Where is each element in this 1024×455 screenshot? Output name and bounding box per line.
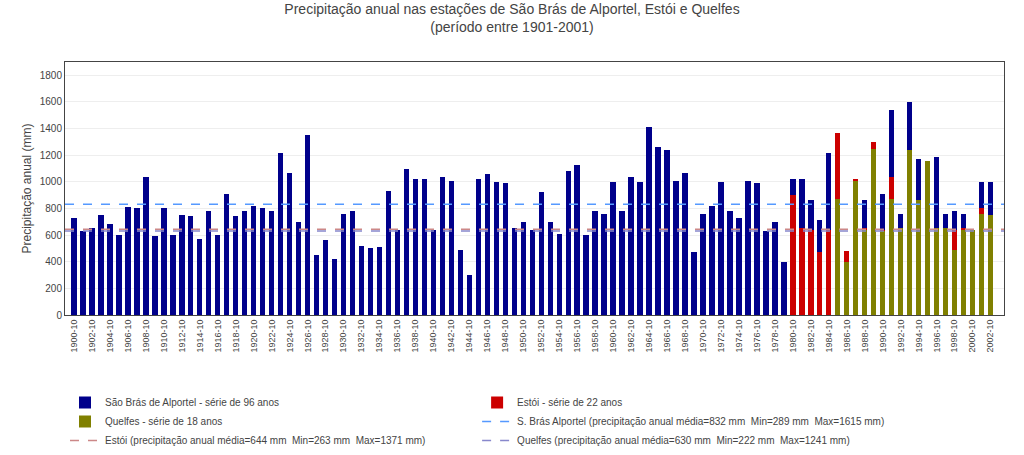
svg-text:1948-10: 1948-10 [500,320,510,353]
svg-text:1954-10: 1954-10 [554,320,564,353]
svg-text:1990-10: 1990-10 [878,320,888,353]
svg-text:1930-10: 1930-10 [338,320,348,353]
svg-text:1800: 1800 [40,70,63,81]
svg-text:S. Brás Alportel (precipitação: S. Brás Alportel (precipitação anual méd… [517,416,884,427]
svg-text:1928-10: 1928-10 [321,320,331,353]
svg-text:1912-10: 1912-10 [177,320,187,353]
svg-text:1978-10: 1978-10 [770,320,780,353]
svg-text:1906-10: 1906-10 [123,320,133,353]
svg-text:1932-10: 1932-10 [356,320,366,353]
svg-text:1996-10: 1996-10 [932,320,942,353]
svg-text:1902-10: 1902-10 [87,320,97,353]
svg-text:1980-10: 1980-10 [788,320,798,353]
svg-text:0: 0 [56,310,62,321]
svg-text:Quelfes - série de 18 anos: Quelfes - série de 18 anos [105,416,222,427]
svg-text:1994-10: 1994-10 [914,320,924,353]
svg-text:São Brás de Alportel - série d: São Brás de Alportel - série de 96 anos [105,397,279,408]
svg-text:2000-10: 2000-10 [967,320,977,353]
svg-text:1600: 1600 [40,96,63,107]
svg-text:1968-10: 1968-10 [680,320,690,353]
svg-text:1964-10: 1964-10 [644,320,654,353]
svg-text:1958-10: 1958-10 [590,320,600,353]
svg-text:1988-10: 1988-10 [860,320,870,353]
svg-text:1916-10: 1916-10 [213,320,223,353]
svg-text:1960-10: 1960-10 [608,320,618,353]
svg-text:1922-10: 1922-10 [267,320,277,353]
svg-text:800: 800 [45,203,62,214]
svg-text:1926-10: 1926-10 [303,320,313,353]
svg-text:1952-10: 1952-10 [536,320,546,353]
svg-text:1982-10: 1982-10 [806,320,816,353]
svg-text:1908-10: 1908-10 [141,320,151,353]
svg-text:1972-10: 1972-10 [716,320,726,353]
svg-text:1942-10: 1942-10 [446,320,456,353]
svg-text:1400: 1400 [40,123,63,134]
svg-text:1938-10: 1938-10 [410,320,420,353]
svg-text:1946-10: 1946-10 [482,320,492,353]
svg-text:Estói (precipitação anual médi: Estói (precipitação anual média=644 mm M… [105,435,425,446]
svg-text:1000: 1000 [40,176,63,187]
svg-text:1200: 1200 [40,150,63,161]
svg-text:1924-10: 1924-10 [285,320,295,353]
svg-text:1936-10: 1936-10 [392,320,402,353]
svg-text:1934-10: 1934-10 [374,320,384,353]
svg-text:1974-10: 1974-10 [734,320,744,353]
svg-text:1956-10: 1956-10 [572,320,582,353]
svg-text:1998-10: 1998-10 [950,320,960,353]
svg-text:600: 600 [45,230,62,241]
svg-text:Precipitação anual (mm): Precipitação anual (mm) [20,123,34,253]
svg-text:Precipitação anual nas estaçõe: Precipitação anual nas estações de São B… [284,1,739,35]
svg-text:Quelfes (precipitação anual mé: Quelfes (precipitação anual média=630 mm… [517,435,850,446]
svg-text:1900-10: 1900-10 [69,320,79,353]
svg-text:1910-10: 1910-10 [159,320,169,353]
svg-text:1914-10: 1914-10 [195,320,205,353]
svg-text:200: 200 [45,283,62,294]
svg-text:1992-10: 1992-10 [896,320,906,353]
svg-text:Estói - série de 22 anos: Estói - série de 22 anos [517,397,622,408]
svg-text:400: 400 [45,256,62,267]
svg-text:1970-10: 1970-10 [698,320,708,353]
svg-text:1984-10: 1984-10 [824,320,834,353]
svg-text:1920-10: 1920-10 [249,320,259,353]
svg-text:1904-10: 1904-10 [105,320,115,353]
svg-text:1950-10: 1950-10 [518,320,528,353]
svg-text:1962-10: 1962-10 [626,320,636,353]
svg-text:2002-10: 2002-10 [985,320,995,353]
svg-text:1918-10: 1918-10 [231,320,241,353]
svg-text:1940-10: 1940-10 [428,320,438,353]
svg-text:1966-10: 1966-10 [662,320,672,353]
svg-text:1944-10: 1944-10 [464,320,474,353]
svg-text:1976-10: 1976-10 [752,320,762,353]
svg-text:1986-10: 1986-10 [842,320,852,353]
